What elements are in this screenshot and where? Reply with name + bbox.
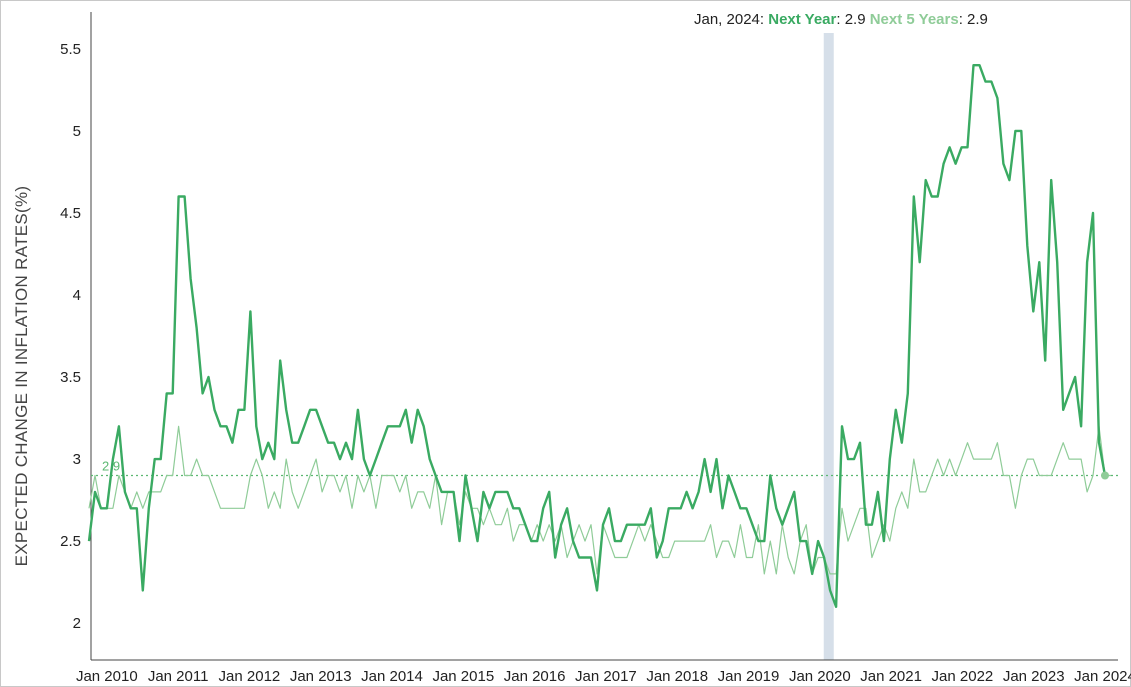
- y-axis-label: EXPECTED CHANGE IN INFLATION RATES(%): [12, 186, 31, 567]
- tooltip-next-5-years-label: Next 5 Years: [869, 11, 959, 28]
- x-tick-label: Jan 2011: [148, 668, 209, 685]
- x-tick-label: Jan 2012: [219, 668, 281, 685]
- y-tick-label: 5: [73, 123, 81, 140]
- y-tick-label: 2.5: [60, 533, 81, 550]
- x-tick-label: Jan 2020: [789, 668, 851, 685]
- x-tick-label: Jan 2010: [76, 668, 138, 685]
- axis-layer: 2 2.5 3 3.5 4 4.5 5 5.5 Jan 2010 Jan 2011 Jan 2012…: [60, 12, 1131, 685]
- series-layer: [87, 63, 1111, 608]
- x-tick-label: Jan 2021: [860, 668, 922, 685]
- y-tick-label: 2: [73, 615, 81, 632]
- x-tick-label: Jan 2014: [361, 668, 423, 685]
- recession-band: [823, 33, 834, 660]
- x-tick-label: Jan 2017: [575, 668, 637, 685]
- tooltip-next-year-value: 2.9: [844, 11, 866, 28]
- x-tick-label: Jan 2018: [646, 668, 708, 685]
- y-tick-label: 4.5: [60, 205, 81, 222]
- x-tick-label: Jan 2016: [504, 668, 566, 685]
- tooltip-next-5-years-value: 2.9: [967, 11, 988, 28]
- x-tick-label: Jan 2013: [290, 668, 352, 685]
- y-tick-label: 5.5: [60, 41, 81, 58]
- highlight-band-layer: [823, 33, 834, 660]
- x-tick-label: Jan 2015: [432, 668, 494, 685]
- x-tick-label: Jan 2019: [718, 668, 780, 685]
- series-line-next-year: [87, 63, 1107, 608]
- y-tick-label: 3.5: [60, 369, 81, 386]
- x-tick-label: Jan 2023: [1003, 668, 1065, 685]
- hover-point-marker: [1101, 471, 1109, 480]
- tooltip-next-year-label: Next Year: [768, 11, 837, 28]
- tooltip-date: Jan, 2024: [694, 11, 760, 28]
- marker-layer: [1101, 471, 1109, 480]
- y-tick-label: 4: [73, 287, 81, 304]
- x-tick-label: Jan 2024: [1074, 668, 1131, 685]
- y-tick-label: 3: [73, 451, 81, 468]
- reference-line-layer: 2.9: [91, 458, 1118, 477]
- x-tick-label: Jan 2022: [932, 668, 994, 685]
